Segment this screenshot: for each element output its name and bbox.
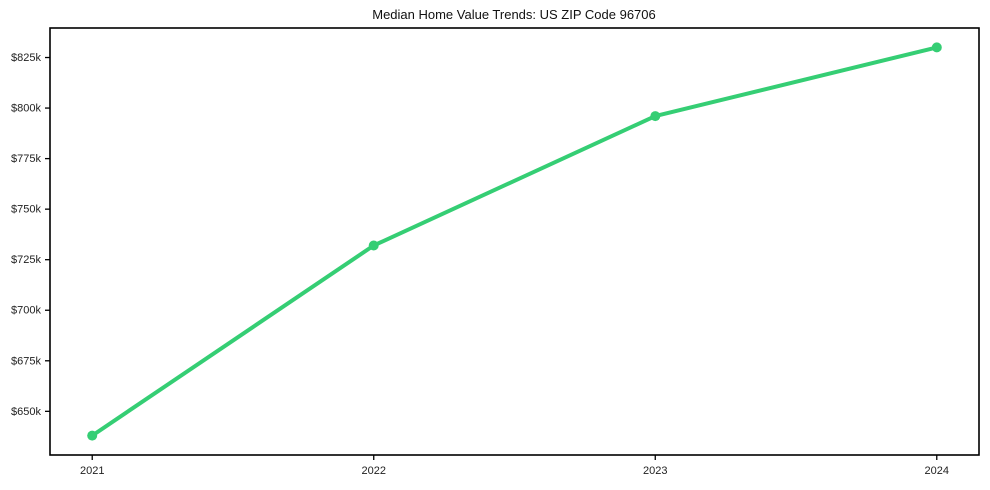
x-axis-tick-label: 2022: [362, 465, 386, 477]
plot-area: $650k $675k $700k $725k $750k $775k $800k $825k…: [11, 27, 980, 477]
data-point-marker: [650, 111, 661, 122]
x-axis-tick-label: 2024: [925, 465, 949, 477]
trend-line: [90, 45, 939, 438]
data-point-marker: [368, 240, 379, 251]
y-axis-tick-label: $700k: [11, 305, 41, 317]
y-axis-tick-label: $650k: [11, 406, 41, 418]
y-axis-tick-label: $825k: [11, 52, 41, 64]
chart-title: Median Home Value Trends: US ZIP Code 96…: [372, 7, 656, 22]
axes-frame: [49, 27, 980, 456]
y-axis-tick-label: $800k: [11, 103, 41, 115]
data-point-marker: [87, 430, 98, 441]
data-point-marker: [931, 42, 942, 53]
y-axis-tick-label: $675k: [11, 355, 41, 367]
x-axis-tick-label: 2023: [643, 465, 667, 477]
y-axis-tick-label: $775k: [11, 153, 41, 165]
x-axis-tick-label: 2021: [80, 465, 104, 477]
y-axis-tick-label: $750k: [11, 204, 41, 216]
y-axis-tick-label: $725k: [11, 254, 41, 266]
